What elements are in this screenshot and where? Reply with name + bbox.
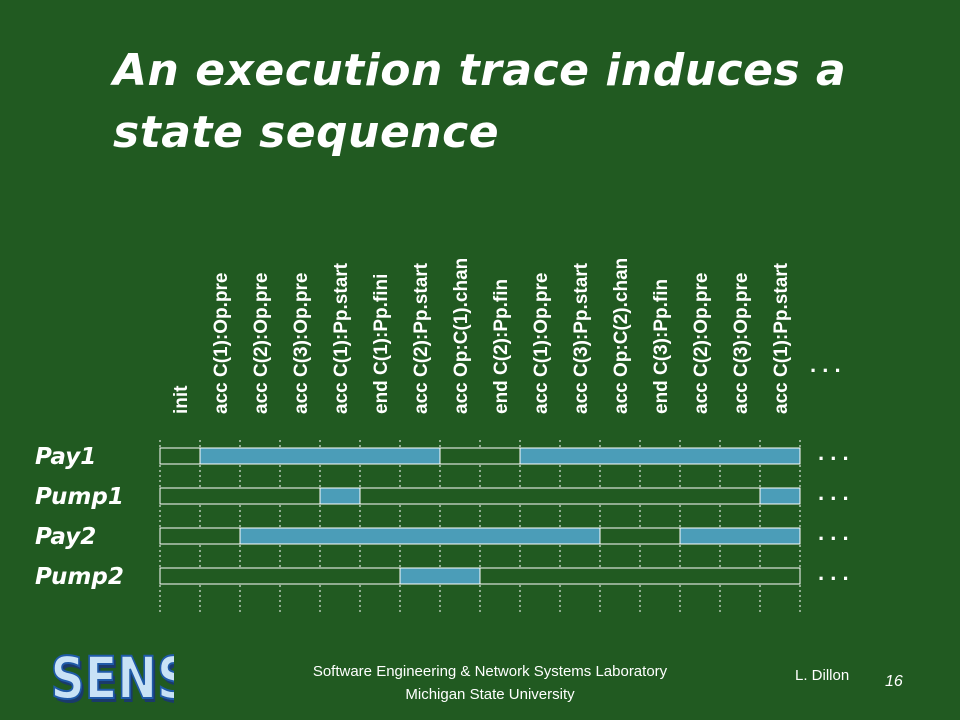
event-label: acc C(2):Op.pre [251, 273, 272, 414]
page-number: 16 [885, 673, 903, 690]
event-label: end C(1):Pp.fini [371, 274, 392, 414]
event-label: acc C(1):Pp.start [771, 262, 792, 414]
row-label: Pump2 [35, 564, 124, 590]
active-interval [679, 527, 801, 545]
active-interval [199, 447, 441, 465]
row-label: Pump1 [35, 484, 124, 510]
state-row-pay2: Pay2 [35, 524, 801, 550]
event-label: acc C(3):Op.pre [291, 273, 312, 414]
event-label: acc Op:C(1).chan [451, 258, 472, 414]
event-label: acc C(1):Op.pre [531, 273, 552, 414]
title-line-2: state sequence [113, 107, 500, 158]
event-label: acc C(2):Pp.start [411, 262, 432, 414]
active-interval [519, 447, 801, 465]
state-row-pay1: Pay1 [35, 444, 801, 470]
state-rows: Pay1 Pump1 Pay2 Pump2 [35, 444, 801, 590]
event-label: end C(2):Pp.fin [491, 279, 512, 414]
active-interval [759, 487, 801, 505]
event-label: init [171, 385, 192, 414]
row-label: Pay1 [35, 444, 96, 470]
footer-line-1: Software Engineering & Network Systems L… [312, 663, 668, 680]
author: L. Dillon [795, 667, 850, 684]
event-label: end C(3):Pp.fin [651, 279, 672, 414]
row-ellipsis: . . . [818, 560, 849, 585]
event-gridlines [159, 440, 801, 612]
slide-title: An execution trace induces a state seque… [113, 40, 913, 164]
event-label: acc C(3):Pp.start [571, 262, 592, 414]
state-row-pump2: Pump2 [35, 564, 801, 590]
state-row-pump1: Pump1 [35, 484, 801, 510]
row-label: Pay2 [35, 524, 96, 550]
events-ellipsis: . . . [810, 352, 841, 377]
row-track [159, 487, 801, 505]
event-label: acc Op:C(2).chan [611, 258, 632, 414]
footer-line-2: Michigan State University [405, 686, 575, 703]
event-label: acc C(1):Op.pre [211, 273, 232, 414]
continuation-ellipses: . . . . . . . . . . . . . . . [810, 352, 849, 585]
active-interval [239, 527, 601, 545]
event-label: acc C(3):Op.pre [731, 273, 752, 414]
row-ellipsis: . . . [818, 520, 849, 545]
title-line-1: An execution trace induces a [113, 45, 847, 96]
event-label: acc C(1):Pp.start [331, 262, 352, 414]
footer-lab-name: Software Engineering & Network Systems L… [260, 660, 720, 706]
event-labels: init acc C(1):Op.pre acc C(2):Op.pre acc C(… [171, 258, 792, 414]
row-ellipsis: . . . [818, 480, 849, 505]
row-ellipsis: . . . [818, 440, 849, 465]
active-interval [399, 567, 481, 585]
event-label: acc C(2):Op.pre [691, 273, 712, 414]
active-interval [319, 487, 361, 505]
